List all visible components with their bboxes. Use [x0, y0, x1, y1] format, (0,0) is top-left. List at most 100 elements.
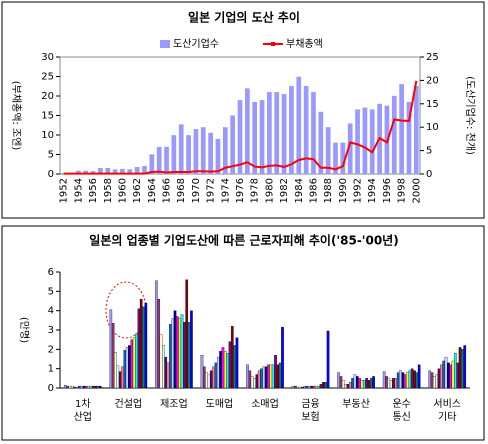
bar — [89, 385, 93, 389]
bar — [173, 310, 177, 389]
bar — [296, 386, 300, 389]
bar — [367, 380, 371, 389]
bar — [406, 101, 412, 174]
bar — [394, 378, 398, 389]
bar — [458, 347, 462, 389]
bar — [98, 167, 103, 174]
bar — [214, 362, 218, 389]
tick-label: 15 — [426, 99, 439, 110]
bar — [222, 127, 228, 174]
bar — [252, 101, 258, 174]
x-tick-label: 1952 — [59, 178, 70, 203]
bar — [408, 370, 412, 389]
bar — [90, 171, 96, 174]
x-tick-label: 1978 — [250, 178, 261, 203]
tick-label: 6 — [48, 267, 54, 278]
y2-axis-label: (도산기업수: 천개) — [464, 76, 477, 155]
tick-label: 25 — [426, 52, 439, 63]
bar — [435, 374, 439, 389]
bar — [105, 167, 111, 174]
bar — [75, 386, 79, 389]
bar — [82, 385, 86, 389]
bar — [337, 372, 340, 389]
bar — [451, 360, 455, 389]
bar — [303, 385, 307, 389]
bar — [200, 354, 204, 389]
bar — [278, 362, 282, 389]
bar — [276, 364, 280, 389]
bar — [253, 378, 256, 389]
bar — [387, 378, 391, 389]
bar — [333, 142, 338, 174]
bar — [308, 385, 311, 389]
bar — [216, 356, 220, 389]
bar — [389, 380, 393, 389]
bar — [180, 314, 184, 389]
bar — [87, 385, 90, 389]
x-tick-label: 서비스 기타 — [433, 399, 462, 423]
y-axis-label: (만명) — [18, 317, 30, 343]
bar — [121, 366, 124, 389]
bar — [413, 86, 419, 174]
tick-label: 3 — [48, 325, 54, 336]
bar — [134, 166, 140, 174]
legend-swatch — [160, 40, 170, 48]
bar — [176, 316, 179, 389]
bar — [149, 154, 155, 174]
bar — [391, 95, 397, 174]
bar — [413, 370, 416, 389]
bar — [114, 352, 117, 389]
tick-label: 5 — [426, 146, 432, 157]
bar — [215, 138, 221, 174]
bar — [355, 109, 360, 174]
bar — [351, 378, 354, 389]
x-tick-label: 운수 통신 — [392, 399, 411, 423]
bar — [415, 372, 419, 389]
bar — [235, 337, 239, 389]
bar — [68, 385, 72, 389]
x-tick-label: 소매업 — [251, 399, 279, 410]
bar — [246, 364, 249, 389]
bar — [347, 123, 353, 174]
tick-label: 0 — [48, 383, 54, 394]
x-tick-label: 1986 — [308, 178, 319, 203]
bar — [63, 384, 67, 389]
bar — [111, 323, 115, 389]
bar — [322, 382, 325, 389]
bar — [169, 324, 172, 389]
bar — [155, 280, 158, 389]
tick-label: 25 — [41, 72, 54, 83]
bar — [166, 362, 170, 389]
bar — [399, 84, 404, 174]
bar — [255, 374, 259, 389]
bar — [171, 318, 175, 389]
bar — [326, 330, 330, 389]
bar — [437, 368, 441, 389]
bar — [260, 368, 263, 389]
bar — [209, 370, 213, 389]
tick-label: 20 — [41, 91, 54, 102]
bar — [259, 100, 265, 174]
tick-label: 15 — [41, 111, 54, 122]
bar — [312, 385, 316, 389]
bar — [410, 368, 414, 389]
bar — [449, 364, 453, 389]
bar — [237, 100, 243, 174]
bar — [77, 385, 81, 389]
bar — [262, 366, 266, 389]
bar — [70, 385, 74, 389]
bar — [219, 351, 222, 389]
bar — [324, 382, 328, 389]
x-tick-label: 도매업 — [205, 399, 234, 410]
bar — [417, 364, 421, 389]
bar — [226, 353, 229, 389]
tick-label: 1 — [48, 364, 54, 375]
bar — [132, 337, 136, 389]
bar — [301, 386, 304, 389]
bar — [164, 356, 168, 389]
bar — [162, 345, 165, 389]
bar — [250, 376, 254, 389]
bar — [362, 380, 366, 389]
chart-frame — [1, 225, 485, 441]
